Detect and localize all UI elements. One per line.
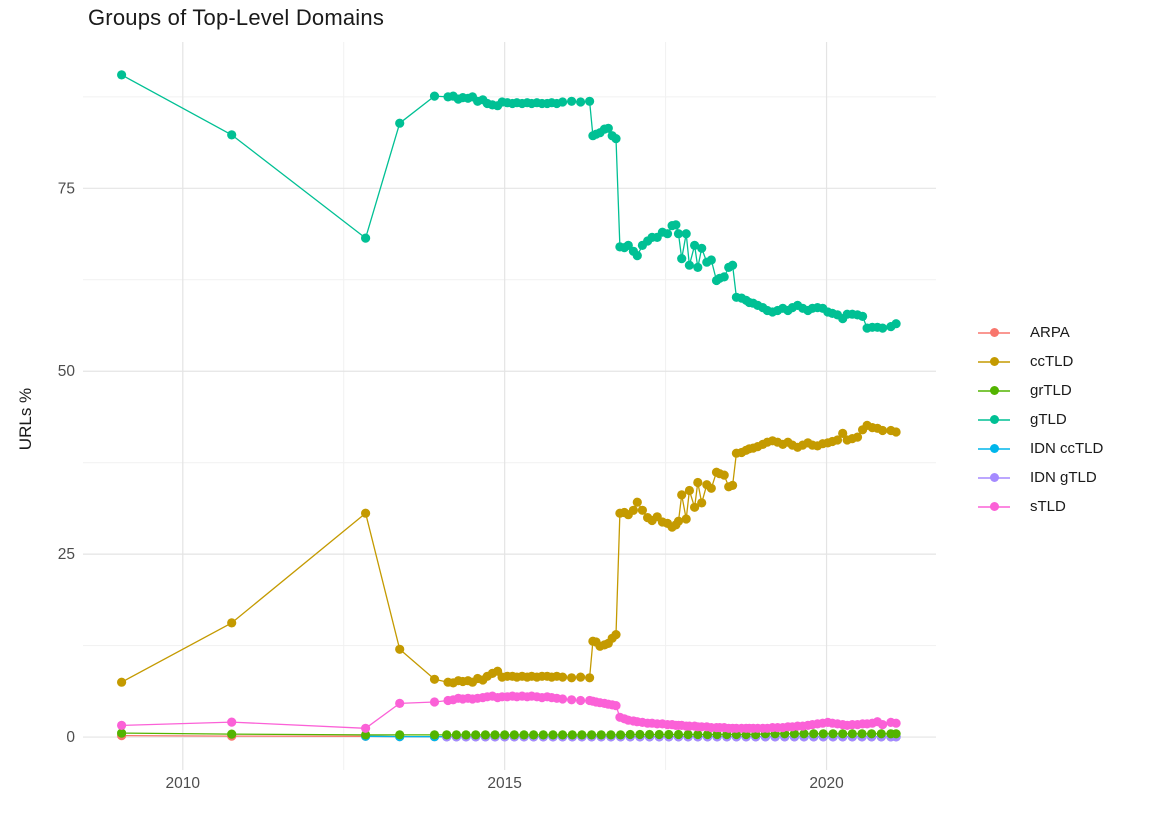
series-cctld — [117, 420, 901, 688]
major-gridlines — [83, 42, 936, 770]
legend-item-idn-cctld: IDN ccTLD — [978, 434, 1103, 463]
legend-label: ARPA — [1030, 324, 1070, 341]
svg-text:50: 50 — [58, 363, 76, 380]
legend-item-gtld: gTLD — [978, 405, 1103, 434]
svg-text:2010: 2010 — [166, 775, 201, 792]
legend-label: gTLD — [1030, 411, 1067, 428]
svg-text:0: 0 — [66, 729, 75, 746]
legend-swatch-arpa — [978, 328, 1010, 338]
legend-item-grtld: grTLD — [978, 376, 1103, 405]
legend-label: ccTLD — [1030, 353, 1074, 370]
series-grtld — [117, 728, 901, 740]
legend-label: IDN ccTLD — [1030, 440, 1104, 457]
legend-item-cctld: ccTLD — [978, 347, 1103, 376]
legend-label: sTLD — [1030, 498, 1066, 515]
legend-swatch-cctld — [978, 357, 1010, 367]
legend-label: IDN gTLD — [1030, 469, 1097, 486]
legend-swatch-idn-gtld — [978, 473, 1010, 483]
legend-swatch-grtld — [978, 386, 1010, 396]
series-stld — [117, 691, 901, 733]
legend-swatch-idn-cctld — [978, 444, 1010, 454]
x-axis-tick-labels: 2010 2015 2020 — [166, 775, 845, 792]
legend-item-idn-gtld: IDN gTLD — [978, 463, 1103, 492]
minor-gridlines — [83, 42, 936, 770]
series-gtld — [117, 70, 901, 333]
legend-swatch-gtld — [978, 415, 1010, 425]
svg-text:25: 25 — [58, 546, 75, 563]
svg-text:2015: 2015 — [487, 775, 521, 792]
chart-title: Groups of Top-Level Domains — [88, 5, 385, 30]
legend-item-arpa: ARPA — [978, 318, 1103, 347]
legend-label: grTLD — [1030, 382, 1072, 399]
y-axis-tick-labels: 0 25 50 75 — [58, 180, 76, 746]
svg-text:2020: 2020 — [809, 775, 844, 792]
svg-text:75: 75 — [58, 180, 75, 197]
legend-item-stld: sTLD — [978, 492, 1103, 521]
legend-swatch-stld — [978, 502, 1010, 512]
legend: ARPA ccTLD grTLD gTLD IDN ccTLD IDN gTLD… — [978, 318, 1103, 521]
